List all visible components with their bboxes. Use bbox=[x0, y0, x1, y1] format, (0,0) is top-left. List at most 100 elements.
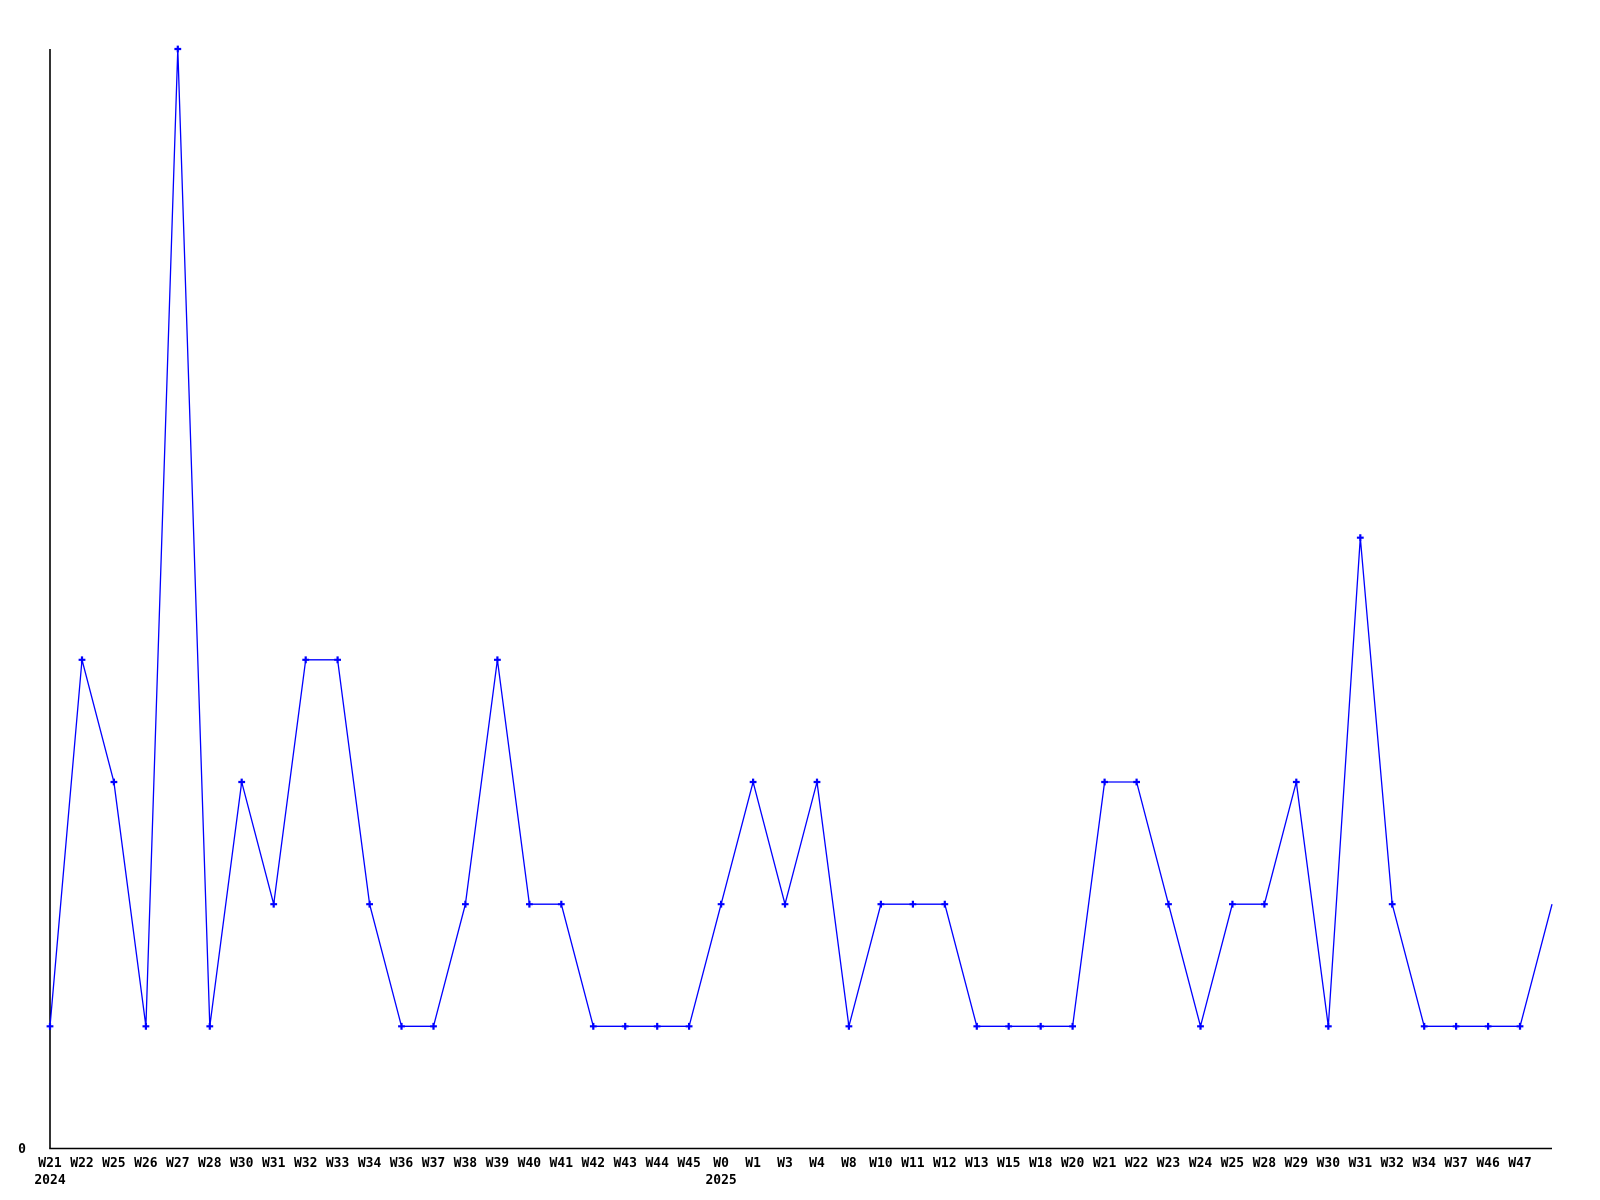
x-tick-label: W3 bbox=[777, 1156, 793, 1171]
x-tick-label: W30 bbox=[1317, 1156, 1341, 1171]
x-tick-label: W25 bbox=[102, 1156, 125, 1171]
x-tick-label: W45 bbox=[677, 1156, 700, 1171]
data-point-marker bbox=[653, 1022, 661, 1030]
x-tick-label: W44 bbox=[645, 1156, 669, 1171]
x-tick-label: W43 bbox=[613, 1156, 636, 1171]
x-year-label: 2025 bbox=[705, 1173, 736, 1188]
data-point-marker bbox=[334, 656, 341, 664]
data-point-marker bbox=[1165, 900, 1172, 908]
x-tick-label: W38 bbox=[454, 1156, 478, 1171]
data-series-line bbox=[49, 48, 1553, 1029]
x-tick-label: W37 bbox=[1444, 1156, 1467, 1171]
x-tick-label: W22 bbox=[1125, 1156, 1148, 1171]
data-point-marker bbox=[685, 1022, 693, 1030]
data-point-marker bbox=[621, 1022, 629, 1030]
x-tick-label: W12 bbox=[933, 1156, 956, 1171]
x-tick-label: W33 bbox=[326, 1156, 349, 1171]
data-point-marker bbox=[206, 1022, 214, 1030]
data-point-marker bbox=[973, 1022, 981, 1030]
data-point-marker bbox=[1356, 534, 1364, 542]
x-tick-label: W21 bbox=[38, 1156, 62, 1171]
data-point-marker bbox=[845, 1022, 853, 1030]
x-tick-label: W0 bbox=[713, 1156, 729, 1171]
data-point-marker bbox=[174, 45, 182, 53]
data-point-marker bbox=[1037, 1022, 1045, 1030]
x-tick-label: W41 bbox=[550, 1156, 574, 1171]
data-point-marker bbox=[1388, 900, 1396, 908]
x-tick-label: W8 bbox=[841, 1156, 857, 1171]
x-tick-label: W30 bbox=[230, 1156, 254, 1171]
x-tick-label: W1 bbox=[745, 1156, 761, 1171]
x-tick-label: W25 bbox=[1221, 1156, 1244, 1171]
data-point-marker bbox=[398, 1022, 405, 1030]
x-tick-label: W36 bbox=[390, 1156, 414, 1171]
x-tick-label: W20 bbox=[1061, 1156, 1085, 1171]
data-point-marker bbox=[1133, 778, 1140, 786]
data-point-marker bbox=[1516, 1022, 1524, 1030]
data-point-marker bbox=[494, 656, 501, 664]
x-tick-label: W28 bbox=[1253, 1156, 1277, 1171]
data-point-marker bbox=[589, 1022, 597, 1030]
data-point-marker bbox=[749, 778, 757, 786]
data-point-marker bbox=[717, 900, 725, 908]
x-tick-label: W31 bbox=[262, 1156, 286, 1171]
data-point-marker bbox=[941, 900, 949, 908]
x-tick-label: W13 bbox=[965, 1156, 988, 1171]
data-point-marker bbox=[1292, 778, 1300, 786]
data-point-marker bbox=[1261, 900, 1268, 908]
data-point-marker bbox=[302, 656, 310, 664]
data-point-marker bbox=[557, 900, 565, 908]
y-axis-origin-label: 0 bbox=[18, 1142, 26, 1157]
data-point-marker bbox=[430, 1022, 437, 1030]
data-point-marker bbox=[462, 900, 469, 908]
x-tick-label: W27 bbox=[166, 1156, 189, 1171]
x-tick-label: W26 bbox=[134, 1156, 158, 1171]
x-tick-label: W42 bbox=[582, 1156, 605, 1171]
data-point-marker bbox=[270, 900, 278, 908]
data-point-marker bbox=[1484, 1022, 1492, 1030]
x-tick-label: W37 bbox=[422, 1156, 445, 1171]
x-tick-label: W32 bbox=[1380, 1156, 1403, 1171]
data-point-marker bbox=[1229, 900, 1236, 908]
data-point-marker bbox=[1101, 778, 1108, 786]
x-tick-label: W34 bbox=[358, 1156, 382, 1171]
x-tick-label: W22 bbox=[70, 1156, 93, 1171]
x-tick-label: W10 bbox=[869, 1156, 893, 1171]
x-tick-label: W40 bbox=[518, 1156, 542, 1171]
x-tick-label: W31 bbox=[1349, 1156, 1373, 1171]
data-point-marker bbox=[110, 778, 118, 786]
x-tick-label: W4 bbox=[809, 1156, 825, 1171]
x-tick-label: W39 bbox=[486, 1156, 509, 1171]
x-tick-label: W21 bbox=[1093, 1156, 1117, 1171]
data-point-marker bbox=[781, 900, 789, 908]
data-point-marker bbox=[813, 778, 821, 786]
data-point-marker bbox=[526, 900, 533, 908]
x-tick-label: W11 bbox=[901, 1156, 925, 1171]
x-tick-label: W28 bbox=[198, 1156, 222, 1171]
data-point-marker bbox=[366, 900, 373, 908]
x-tick-label: W34 bbox=[1412, 1156, 1436, 1171]
x-tick-label: W46 bbox=[1476, 1156, 1500, 1171]
data-point-marker bbox=[1005, 1022, 1013, 1030]
data-point-marker bbox=[877, 900, 885, 908]
data-point-marker bbox=[1420, 1022, 1428, 1030]
data-point-marker bbox=[238, 778, 246, 786]
x-tick-label: W23 bbox=[1157, 1156, 1180, 1171]
data-point-marker bbox=[1324, 1022, 1332, 1030]
x-tick-label: W24 bbox=[1189, 1156, 1213, 1171]
x-tick-label: W32 bbox=[294, 1156, 317, 1171]
x-tick-label: W15 bbox=[997, 1156, 1020, 1171]
data-point-marker bbox=[46, 1022, 54, 1030]
x-tick-label: W29 bbox=[1285, 1156, 1308, 1171]
x-year-label: 2024 bbox=[34, 1173, 65, 1188]
data-point-marker bbox=[1452, 1022, 1460, 1030]
data-point-marker bbox=[78, 656, 86, 664]
data-point-marker bbox=[1069, 1022, 1076, 1030]
data-point-marker bbox=[1197, 1022, 1204, 1030]
x-tick-label: W47 bbox=[1508, 1156, 1531, 1171]
data-point-marker bbox=[909, 900, 917, 908]
x-tick-label: W18 bbox=[1029, 1156, 1053, 1171]
data-point-marker bbox=[142, 1022, 150, 1030]
